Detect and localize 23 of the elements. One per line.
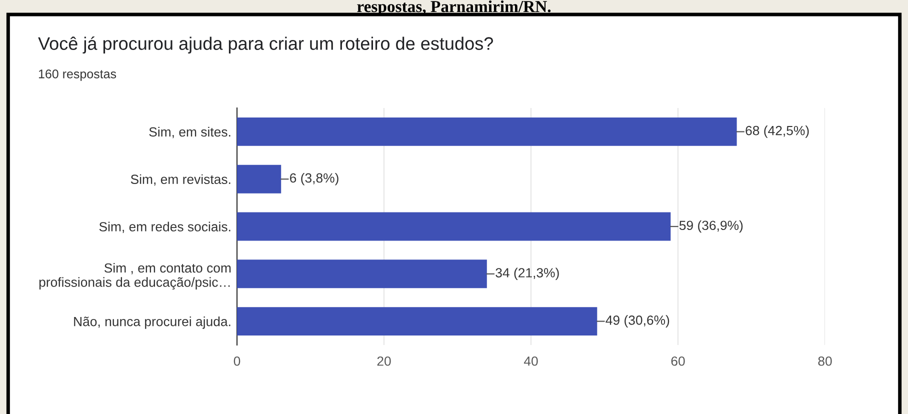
y-tick-label: Sim, em sites.: [149, 126, 230, 138]
bar: [237, 212, 671, 241]
x-tick-label: 80: [818, 356, 832, 366]
y-tick-label: Não, nunca procurei ajuda.: [74, 316, 230, 329]
data-label: 34 (21,3%): [496, 268, 559, 280]
text: respostas, Parnamirim/RN.: [357, 0, 551, 16]
x-tick-label: 40: [524, 356, 538, 366]
data-label: 68 (42,5%): [746, 126, 809, 138]
data-label: 59 (36,9%): [679, 220, 743, 233]
data-label: 6 (3,8%): [290, 172, 338, 186]
x-tick-label: 20: [377, 356, 391, 366]
y-tick-label: Sim, em revistas.: [130, 174, 230, 186]
bar: [237, 117, 737, 146]
y-tick-label: Sim, em redes sociais.: [99, 222, 230, 233]
bar: [237, 307, 598, 336]
x-tick-label: 0: [234, 356, 240, 366]
bar: [237, 260, 487, 288]
data-label: 49 (30,6%): [606, 315, 670, 328]
text: 160 respostas: [38, 70, 116, 81]
y-tick-label: Sim , em contato com profissionais da educação/psic…: [39, 262, 231, 290]
x-tick-label: 60: [671, 356, 685, 366]
bar: [237, 164, 282, 194]
chart-title: Você já procurou ajuda para criar um roteiro de estudos?: [38, 36, 493, 54]
